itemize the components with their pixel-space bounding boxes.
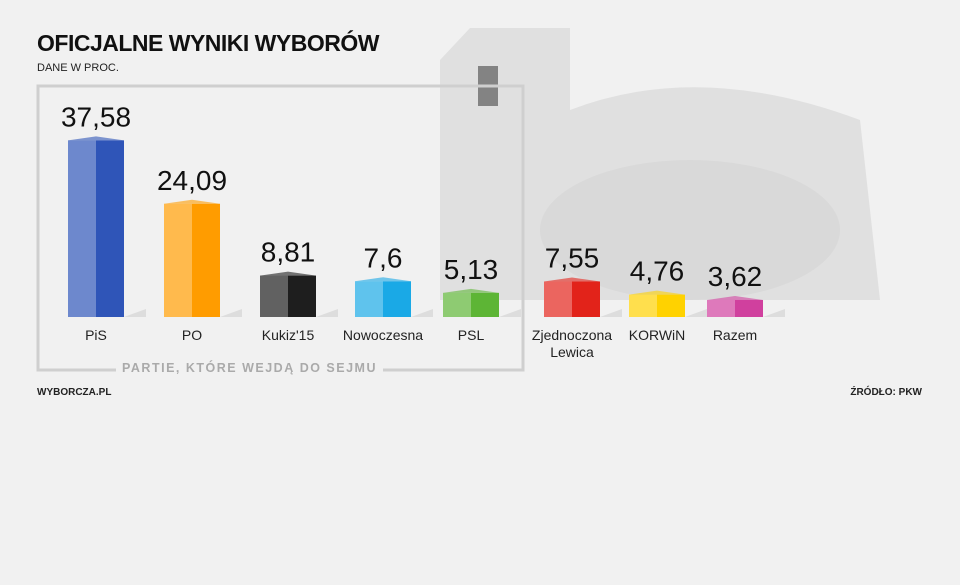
x-tick-label: PSL [457,327,485,343]
bar [68,140,124,317]
bar [629,294,685,317]
x-tick-label: Kukiz'15 [261,327,315,343]
source-right: ŹRÓDŁO: PKW [850,387,922,398]
bar-highlight [164,203,192,317]
bar [260,275,316,317]
x-tick-label: KORWiN [628,327,686,343]
bar [164,203,220,317]
bar-cap [164,199,220,204]
value-label: 5,13 [444,254,499,285]
value-label: 8,81 [261,237,316,268]
bar-highlight [544,281,572,317]
x-tick-label: Nowoczesna [342,327,424,343]
bar [707,299,763,317]
x-tick-label: Razem [712,327,758,343]
bar-shadow [600,309,622,317]
source-left: WYBORCZA.PL [37,387,112,398]
bar-highlight [707,299,735,317]
bar-highlight [68,140,96,317]
bar-highlight [443,292,471,317]
tower [440,28,570,300]
value-label: 37,58 [61,101,131,132]
trees [540,160,840,300]
parliament-backdrop [440,28,880,300]
x-tick-label: PiS [85,327,107,343]
value-label: 3,62 [708,261,763,292]
bar-shadow [763,309,785,317]
value-label: 7,6 [364,242,403,273]
bar-cap [707,295,763,300]
group-label: PARTIE, KTÓRE WEJDĄ DO SEJMU [116,361,383,375]
bar [443,292,499,317]
bar-shadow [685,309,707,317]
chart-title: OFICJALNE WYNIKI WYBORÓW [37,30,379,56]
value-label: 4,76 [630,256,685,287]
bar-cap [68,136,124,141]
bar-shadow [220,309,242,317]
value-label: 7,55 [545,243,600,274]
bar-highlight [260,275,288,317]
value-label: 24,09 [157,165,227,196]
bar-highlight [629,294,657,317]
bar-cap [544,277,600,282]
bar [355,281,411,317]
x-tick-label: PO [181,327,203,343]
bar-cap [355,277,411,282]
bar-cap [260,271,316,276]
bar [544,281,600,317]
chart-subtitle: DANE W PROC. [37,62,119,74]
bar-shadow [316,309,338,317]
bar-shadow [499,309,521,317]
x-tick-label: Zjednoczona Lewica [531,327,613,360]
bar-shadow [124,309,146,317]
bar-cap [443,288,499,293]
bar-shadow [411,309,433,317]
bar-highlight [355,281,383,317]
bar-cap [629,290,685,295]
